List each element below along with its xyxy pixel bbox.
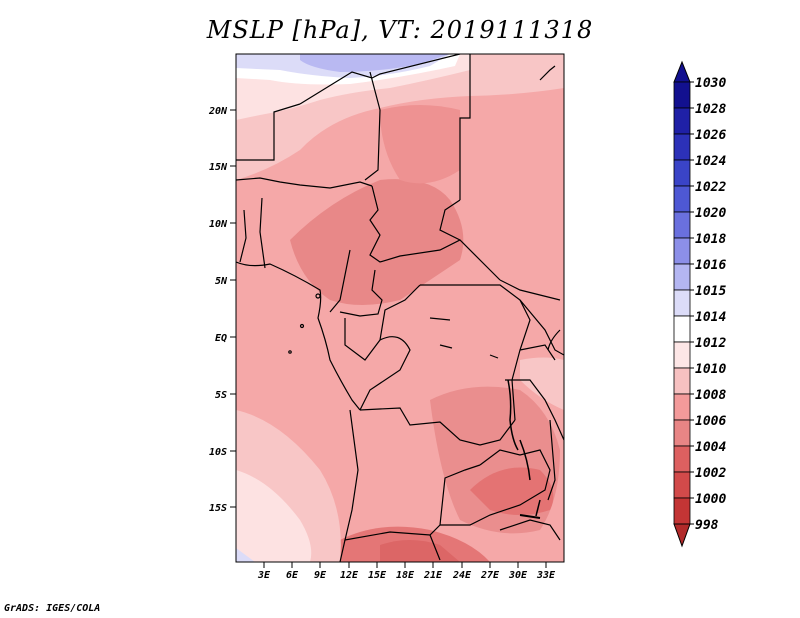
lat-label: EQ: [215, 333, 227, 344]
lat-label: 20N: [208, 106, 228, 117]
pressure-field: [236, 54, 564, 562]
colorbar-label: 1012: [695, 336, 726, 351]
colorbar-label: 1028: [695, 102, 726, 117]
colorbar-segment: [673, 133, 691, 161]
colorbar-label: 1016: [695, 258, 726, 273]
colorbar-label: 1006: [695, 414, 726, 429]
lat-axis: 20N 15N 10N 5N EQ 5S 10S 15S: [208, 106, 236, 514]
colorbar-label: 998: [695, 518, 719, 533]
colorbar-segment: [673, 211, 691, 239]
colorbar-segment: [673, 445, 691, 473]
colorbar-label: 1004: [695, 440, 726, 455]
colorbar-segment: [673, 289, 691, 317]
colorbar-segment: [673, 393, 691, 421]
colorbar-label: 1008: [695, 388, 726, 403]
colorbar-segment: [673, 81, 691, 109]
grads-credit: GrADS: IGES/COLA: [4, 603, 101, 614]
colorbar: 1030 1028 1026 1024 1022 1020 1018 1016 1015 1014…: [673, 60, 726, 548]
lat-label: 5N: [215, 276, 228, 287]
colorbar-label: 1010: [695, 362, 726, 377]
colorbar-segment: [673, 419, 691, 447]
lon-label: 15E: [368, 570, 387, 581]
colorbar-segment: [673, 367, 691, 395]
colorbar-label: 1018: [695, 232, 726, 247]
lat-label: 10N: [209, 219, 228, 230]
lon-label: 6E: [286, 570, 299, 581]
lon-label: 9E: [314, 570, 327, 581]
colorbar-label: 1014: [695, 310, 726, 325]
lat-label: 5S: [215, 390, 227, 401]
colorbar-segment: [673, 237, 691, 265]
lon-label: 24E: [452, 570, 472, 581]
lon-label: 30E: [508, 570, 528, 581]
lon-label: 18E: [396, 570, 415, 581]
colorbar-segment: [673, 341, 691, 369]
lon-label: 21E: [423, 570, 443, 581]
lat-label: 15S: [209, 503, 227, 514]
lon-label: 3E: [257, 570, 271, 581]
colorbar-segment: [673, 497, 691, 525]
colorbar-top-arrow: [673, 60, 691, 83]
colorbar-segment: [673, 107, 691, 135]
colorbar-label: 1022: [695, 180, 726, 195]
colorbar-label: 1024: [695, 154, 726, 169]
lon-label: 12E: [340, 570, 359, 581]
lon-label: 33E: [536, 570, 556, 581]
colorbar-label: 1002: [695, 466, 726, 481]
map-title: MSLP [hPa], VT: 2019111318: [206, 16, 594, 44]
colorbar-label: 1000: [695, 492, 726, 507]
colorbar-label: 1026: [695, 128, 726, 143]
colorbar-segment: [673, 159, 691, 187]
colorbar-label: 1030: [695, 76, 726, 91]
lon-axis: 3E 6E 9E 12E 15E 18E 21E 24E 27E 30E 33E: [257, 562, 556, 581]
colorbar-segment: [673, 315, 691, 343]
lon-label: 27E: [480, 570, 500, 581]
colorbar-segment: [673, 185, 691, 213]
colorbar-bottom-arrow: [673, 523, 691, 548]
colorbar-segment: [673, 263, 691, 291]
colorbar-label: 1020: [695, 206, 726, 221]
map-frame: [235, 53, 565, 563]
colorbar-label: 1015: [695, 284, 726, 299]
lat-label: 10S: [209, 447, 227, 458]
colorbar-segment: [673, 471, 691, 499]
country-borders: [236, 54, 564, 562]
lat-label: 15N: [209, 162, 228, 173]
